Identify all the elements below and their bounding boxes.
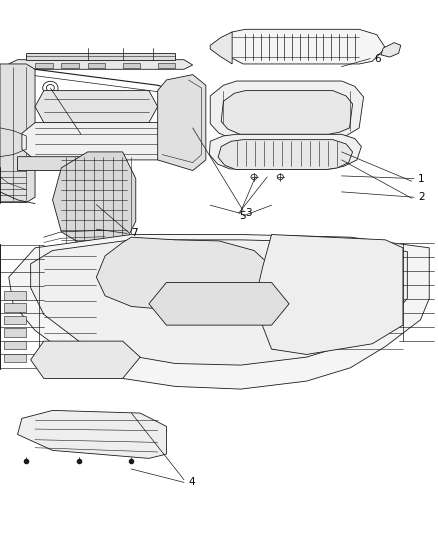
Text: 5: 5 (239, 211, 245, 221)
Polygon shape (218, 140, 353, 169)
Polygon shape (31, 341, 140, 378)
Polygon shape (210, 81, 364, 139)
Polygon shape (158, 63, 175, 68)
Polygon shape (18, 157, 96, 171)
Polygon shape (4, 316, 26, 324)
Polygon shape (61, 63, 79, 68)
Polygon shape (88, 63, 105, 68)
Polygon shape (31, 240, 407, 365)
Text: 4: 4 (188, 478, 195, 487)
Text: 7: 7 (131, 229, 138, 238)
Polygon shape (221, 91, 353, 134)
Polygon shape (0, 64, 35, 203)
Polygon shape (210, 32, 232, 64)
Text: 3: 3 (245, 208, 252, 218)
Polygon shape (4, 303, 26, 312)
Polygon shape (9, 60, 193, 69)
Polygon shape (53, 152, 136, 248)
Polygon shape (96, 237, 272, 310)
Polygon shape (26, 53, 175, 60)
Polygon shape (149, 282, 289, 325)
Polygon shape (9, 235, 429, 389)
Polygon shape (4, 291, 26, 300)
Polygon shape (4, 328, 26, 337)
Polygon shape (18, 410, 166, 458)
Polygon shape (35, 91, 158, 123)
Polygon shape (158, 75, 206, 171)
Text: 1: 1 (418, 174, 425, 183)
Text: 2: 2 (418, 192, 425, 202)
Polygon shape (209, 134, 361, 169)
Text: 6: 6 (374, 54, 381, 63)
Polygon shape (35, 63, 53, 68)
Polygon shape (4, 354, 26, 362)
Polygon shape (22, 123, 201, 160)
Polygon shape (254, 235, 403, 354)
Polygon shape (4, 341, 26, 349)
Polygon shape (219, 29, 385, 64)
Polygon shape (123, 63, 140, 68)
Polygon shape (381, 43, 401, 57)
